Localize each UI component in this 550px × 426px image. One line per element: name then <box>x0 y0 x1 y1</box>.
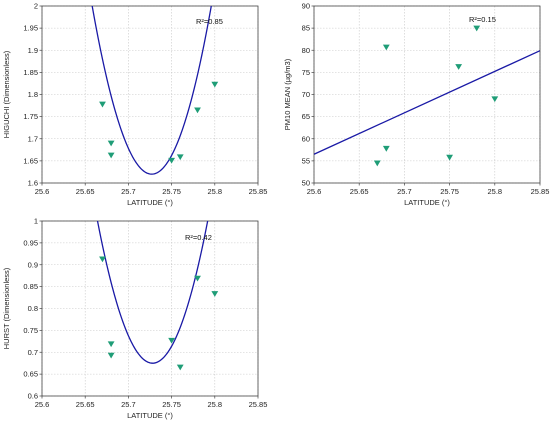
y-tick-label: 0.85 <box>23 282 38 291</box>
data-point <box>211 291 219 297</box>
data-point <box>194 275 201 282</box>
y-tick-label: 0.75 <box>23 326 38 335</box>
y-tick-label: 75 <box>302 68 310 77</box>
data-point <box>446 154 453 161</box>
y-tick-label: 1.75 <box>23 112 38 121</box>
y-tick-label: 65 <box>302 112 310 121</box>
x-tick-label: 25.8 <box>487 187 502 196</box>
data-point <box>107 352 115 359</box>
y-tick-label: 1.85 <box>23 68 38 77</box>
y-tick-label: 90 <box>302 2 310 11</box>
fit-line <box>96 221 209 364</box>
y-tick-label: 55 <box>302 156 310 165</box>
r-squared-label: R²=0.15 <box>469 15 496 24</box>
chart-panel-1: 25.6 25.65 25.7 25.75 25.8 25.85 1.6 1.65 1.7 1.7… <box>2 2 268 207</box>
data-point <box>211 81 219 88</box>
x-tick-label: 25.85 <box>531 187 550 196</box>
data-point <box>373 160 381 167</box>
data-point <box>99 256 106 263</box>
y-tick-label: 1 <box>34 217 38 226</box>
data-point <box>382 44 390 51</box>
x-tick-label: 25.75 <box>162 187 181 196</box>
x-tick-label: 25.8 <box>207 187 222 196</box>
x-tick-label: 25.85 <box>249 400 268 409</box>
x-tick-label: 25.7 <box>121 400 136 409</box>
chart-panel-2: 25.6 25.65 25.7 25.75 25.8 25.85 50 55 60 65 70 75 8… <box>283 2 549 207</box>
y-axis-label: PM10 MEAN (µg/m3) <box>283 58 292 130</box>
y-tick-label: 80 <box>302 46 310 55</box>
x-tick-label: 25.6 <box>35 400 50 409</box>
y-tick-label: 1.8 <box>28 90 38 99</box>
x-tick-label: 25.75 <box>440 187 459 196</box>
y-tick-label: 0.65 <box>23 370 38 379</box>
data-point <box>99 101 106 108</box>
data-point <box>107 140 115 147</box>
x-tick-label: 25.65 <box>76 187 95 196</box>
data-point <box>473 25 481 32</box>
x-tick-label: 25.8 <box>207 400 222 409</box>
data-point <box>168 157 175 164</box>
chart-panel-3: 25.6 25.65 25.7 25.75 25.8 25.85 0.6 0.65 0.7 0.7… <box>2 217 268 420</box>
data-point <box>107 152 115 159</box>
y-tick-label: 0.8 <box>28 304 38 313</box>
fit-line <box>314 50 540 155</box>
data-point <box>491 96 499 103</box>
data-point <box>176 364 184 371</box>
data-point <box>107 341 115 348</box>
y-tick-label: 0.95 <box>23 238 38 247</box>
x-axis-label: LATITUDE (°) <box>127 411 173 420</box>
y-tick-label: 0.9 <box>28 260 38 269</box>
data-point <box>168 337 175 344</box>
y-tick-label: 0.7 <box>28 348 38 357</box>
y-tick-label: 70 <box>302 90 310 99</box>
y-tick-label: 50 <box>302 179 310 188</box>
y-tick-label: 0.6 <box>28 392 38 401</box>
x-tick-label: 25.7 <box>397 187 412 196</box>
r-squared-label: R²=0.85 <box>196 17 223 26</box>
y-tick-label: 85 <box>302 24 310 33</box>
x-tick-label: 25.65 <box>76 400 95 409</box>
y-tick-label: 2 <box>34 2 38 11</box>
x-tick-label: 25.7 <box>121 187 136 196</box>
y-tick-label: 1.95 <box>23 24 38 33</box>
y-tick-label: 60 <box>302 134 310 143</box>
data-point <box>455 64 463 70</box>
data-point <box>382 145 390 152</box>
y-tick-label: 1.9 <box>28 46 38 55</box>
y-tick-label: 1.7 <box>28 134 38 143</box>
x-tick-label: 25.85 <box>249 187 268 196</box>
y-tick-label: 1.65 <box>23 156 38 165</box>
fit-line <box>91 6 212 175</box>
x-tick-label: 25.6 <box>307 187 322 196</box>
x-axis-label: LATITUDE (°) <box>404 198 450 207</box>
y-axis-label: HURST (Dimensionless) <box>2 267 11 349</box>
x-tick-label: 25.65 <box>350 187 369 196</box>
y-axis-label: HIGUCHI (Dimensionless) <box>2 50 11 138</box>
data-point <box>176 154 184 161</box>
data-point <box>194 107 201 114</box>
y-tick-label: 1.6 <box>28 179 38 188</box>
r-squared-label: R²=0.42 <box>185 233 212 242</box>
x-tick-label: 25.6 <box>35 187 50 196</box>
x-axis-label: LATITUDE (°) <box>127 198 173 207</box>
x-tick-label: 25.75 <box>162 400 181 409</box>
